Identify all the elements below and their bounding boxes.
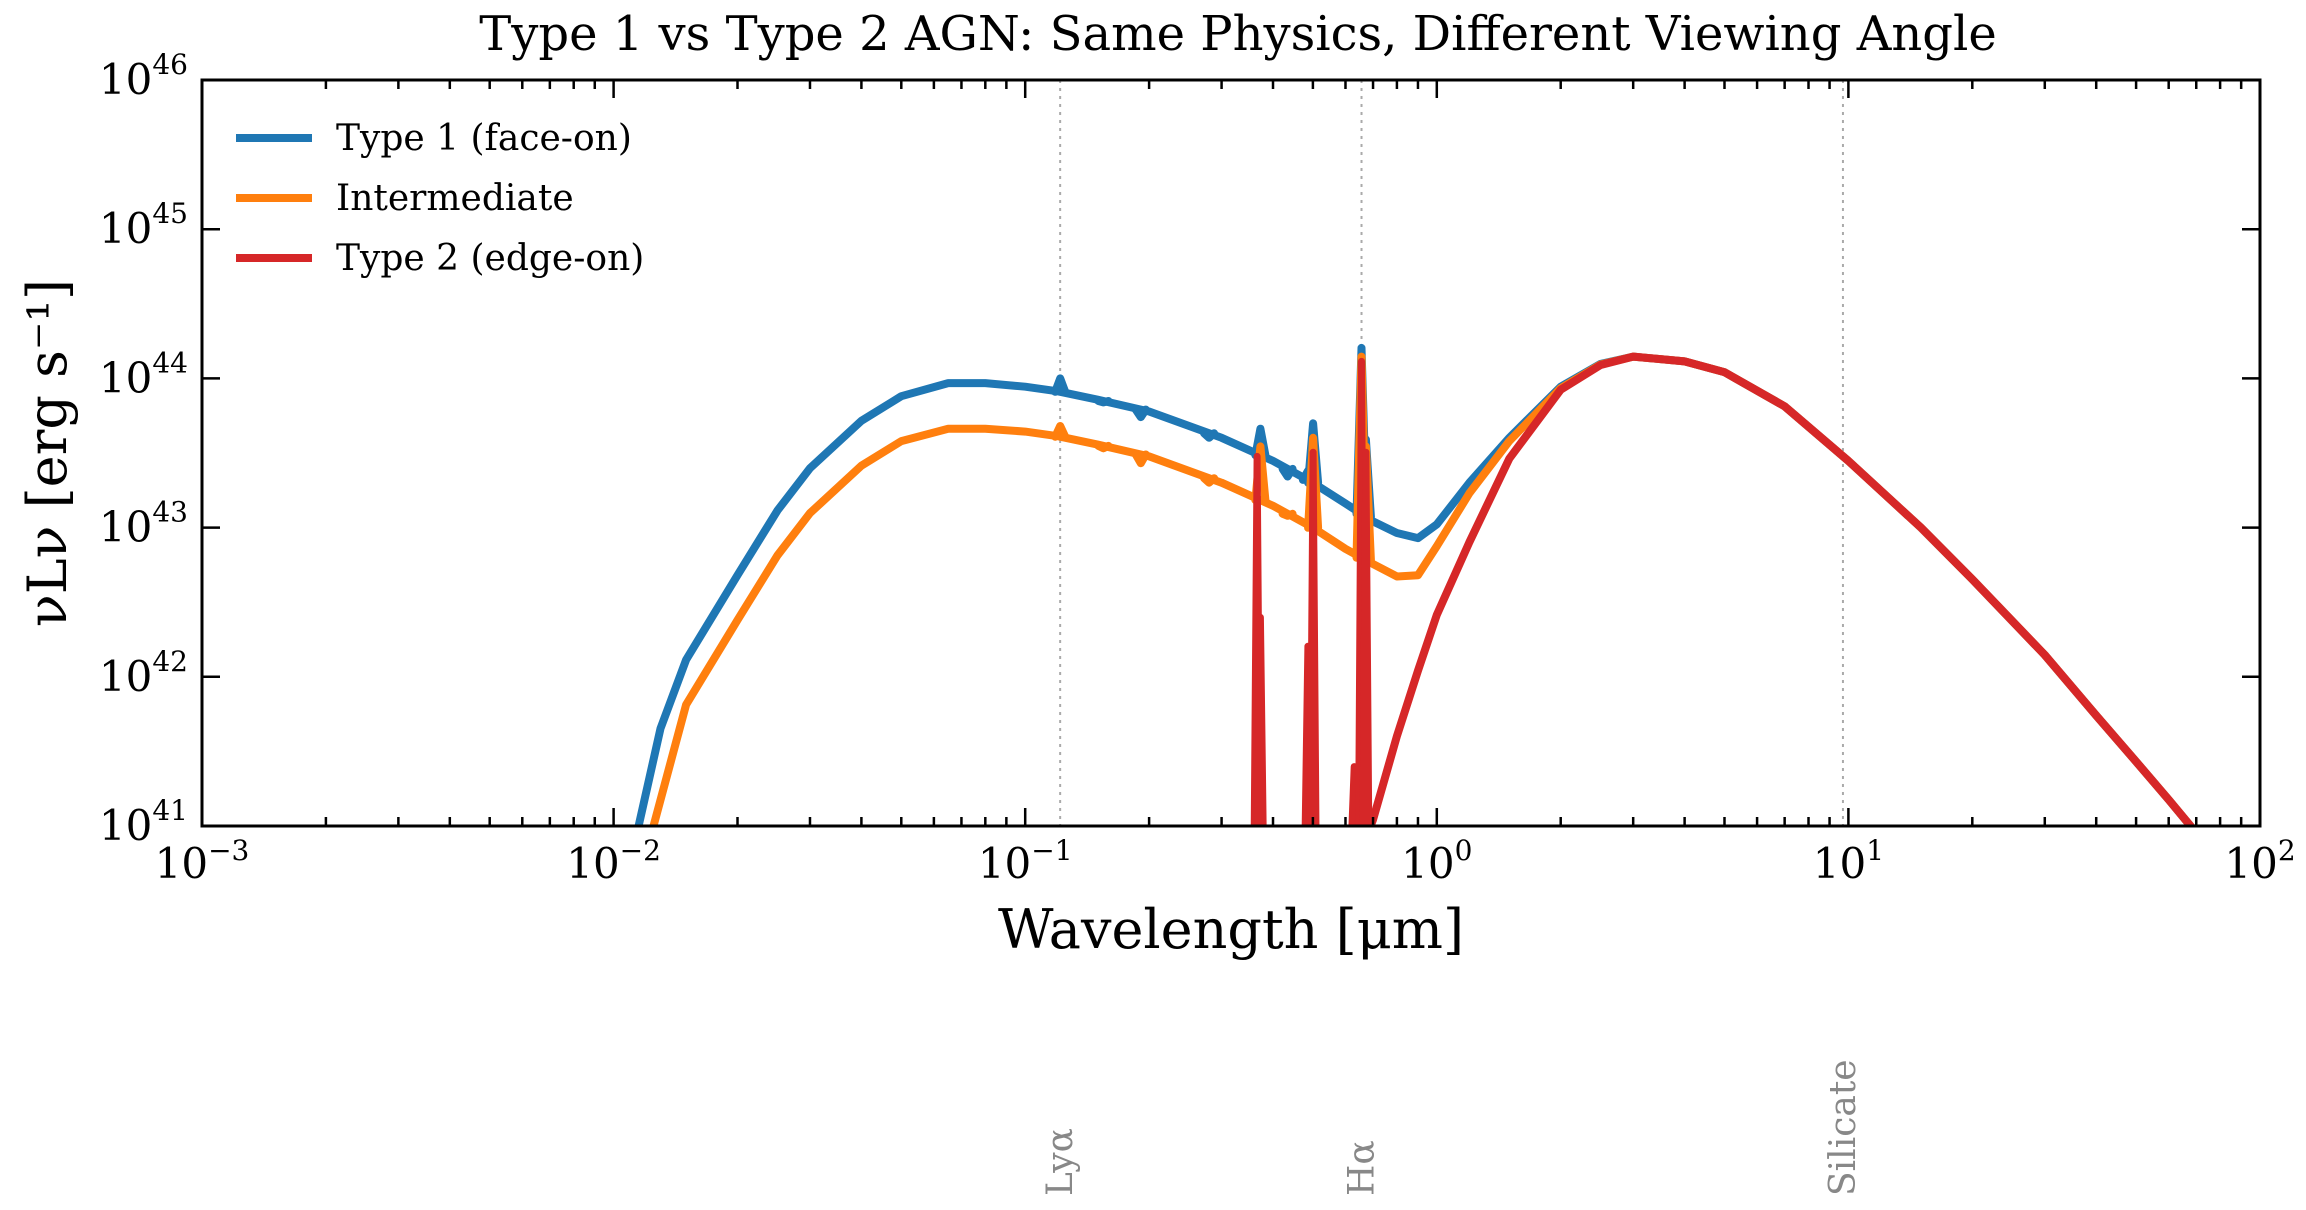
plot-frame — [200, 78, 2262, 828]
emission-line-spike — [1306, 448, 1320, 826]
emission-line-spike — [1254, 613, 1267, 826]
emission-line-spike — [1051, 422, 1070, 441]
y-tick-label: 1046 — [99, 48, 188, 104]
x-tick-label: 10−1 — [978, 834, 1073, 888]
legend-label: Intermediate — [336, 178, 574, 219]
legend: Type 1 (face-on) Intermediate Type 2 (edge… — [236, 118, 644, 279]
y-tick-label: 1043 — [99, 496, 188, 552]
y-axis-ticks — [202, 78, 2260, 828]
x-tick-label: 101 — [1813, 834, 1884, 888]
reference-line-label: Silicate — [1823, 1059, 1864, 1196]
x-tick-label: 10−3 — [155, 834, 250, 888]
emission-line-spike — [1359, 448, 1373, 826]
legend-label: Type 1 (face-on) — [336, 118, 632, 159]
legend-label: Type 2 (edge-on) — [336, 238, 644, 279]
plot-area — [634, 80, 2196, 826]
x-axis-ticks — [200, 80, 2243, 826]
series-group — [1250, 352, 2196, 826]
series-line — [1366, 352, 2196, 826]
x-tick-label: 102 — [2224, 834, 2295, 888]
x-axis-label: Wavelength [μm] — [998, 898, 1464, 961]
emission-line-spike — [1278, 509, 1297, 520]
y-tick-label: 1041 — [99, 794, 188, 850]
emission-line-spike — [1051, 374, 1070, 396]
reference-line-label: Hα — [1342, 1140, 1383, 1196]
emission-line-spike — [1094, 441, 1113, 453]
y-tick-label: 1044 — [99, 346, 188, 402]
emission-line-spike — [1200, 474, 1219, 487]
y-tick-label: 1042 — [99, 645, 188, 701]
y-axis-label: νLν [erg s⁻¹] — [16, 279, 79, 627]
y-axis-tick-labels: 1041 1042 1043 1044 1045 1046 — [99, 48, 188, 850]
emission-line-spike — [1094, 397, 1113, 407]
emission-line-spike — [1278, 464, 1297, 481]
reference-line-label: Lyα — [1040, 1128, 1081, 1196]
chart-title: Type 1 vs Type 2 AGN: Same Physics, Diff… — [479, 6, 1997, 62]
y-tick-label: 1045 — [99, 197, 188, 253]
x-tick-label: 100 — [1401, 834, 1472, 888]
series-layer — [634, 343, 2196, 826]
x-axis-tick-labels: 10−3 10−2 10−1 100 101 102 — [155, 834, 2296, 888]
emission-line-spike — [1200, 429, 1219, 442]
reference-line-labels: Lyα Hα Silicate — [1040, 1059, 1864, 1196]
emission-line-spike — [1131, 450, 1150, 468]
emission-line-spike — [1131, 405, 1150, 422]
x-tick-label: 10−2 — [566, 834, 661, 888]
